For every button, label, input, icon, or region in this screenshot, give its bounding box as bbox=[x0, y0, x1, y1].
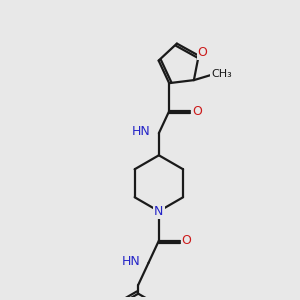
Text: O: O bbox=[182, 234, 191, 247]
Text: HN: HN bbox=[122, 255, 140, 268]
Text: CH₃: CH₃ bbox=[211, 69, 232, 79]
Text: O: O bbox=[192, 105, 202, 118]
Text: HN: HN bbox=[132, 125, 151, 138]
Text: O: O bbox=[197, 46, 207, 59]
Text: N: N bbox=[154, 205, 164, 218]
